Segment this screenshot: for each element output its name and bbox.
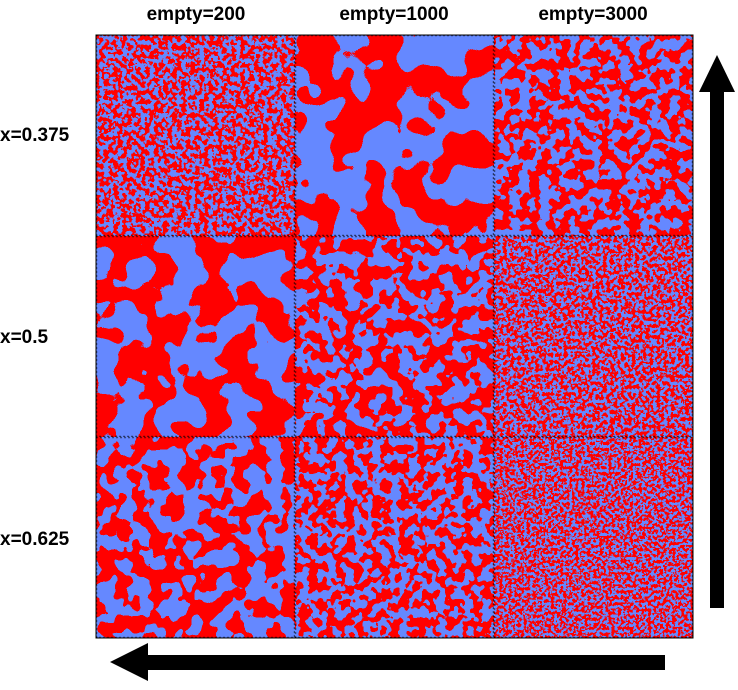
- arrow-shaft: [710, 88, 724, 608]
- panel-border: [493, 34, 694, 237]
- simulation-panel: [295, 236, 494, 437]
- column-label: empty=200: [147, 4, 246, 25]
- arrow-shaft: [145, 655, 665, 670]
- simulation-panel: [494, 236, 693, 437]
- arrow-head: [699, 55, 735, 92]
- row-label: x=0.625: [0, 529, 70, 550]
- arrow-head: [110, 643, 148, 681]
- simulation-panel: [96, 236, 295, 437]
- grid-frame: [95, 34, 694, 639]
- panel-border: [294, 235, 495, 438]
- simulation-panel: [295, 35, 494, 236]
- simulation-panel: [295, 437, 494, 638]
- simulation-panel: [96, 35, 295, 236]
- column-label: empty=3000: [538, 4, 647, 25]
- simulation-panel: [96, 437, 295, 638]
- row-label: x=0.375: [0, 125, 70, 146]
- panel-border: [493, 235, 694, 438]
- column-label: empty=1000: [339, 4, 448, 25]
- row-label: x=0.5: [0, 327, 49, 348]
- panel-border: [294, 34, 495, 237]
- panel-grid: [95, 34, 694, 639]
- simulation-panel: [494, 437, 693, 638]
- simulation-panel: [494, 35, 693, 236]
